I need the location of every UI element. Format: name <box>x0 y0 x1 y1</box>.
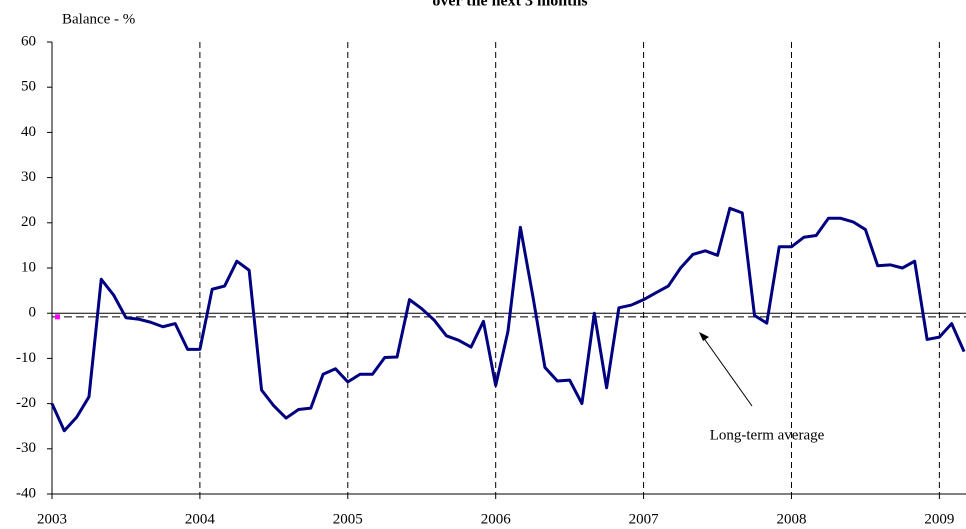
x-tick-label: 2009 <box>924 511 954 527</box>
data-line <box>50 206 966 433</box>
x-tick-label: 2005 <box>333 511 363 527</box>
annotation: Long-term average <box>710 427 825 443</box>
arrow-head <box>699 332 709 341</box>
y-tick-label: 60 <box>21 33 36 49</box>
y-tick-label: 50 <box>21 79 36 95</box>
x-tick-label: 2003 <box>37 511 67 527</box>
y-tick-label: -10 <box>16 350 36 366</box>
y-tick-label: -20 <box>16 395 36 411</box>
y-axis-label: Balance - % <box>62 11 135 27</box>
y-tick-label: -30 <box>16 440 36 456</box>
y-tick-label: 30 <box>21 169 36 185</box>
x-tick-label: 2006 <box>481 511 512 527</box>
annotation-arrow <box>702 336 753 407</box>
x-tick-label: 2007 <box>629 511 660 527</box>
y-tick-label: 0 <box>29 305 37 321</box>
y-tick-label: -40 <box>16 485 36 501</box>
y-tick-label: 20 <box>21 214 36 230</box>
y-tick-label: 40 <box>21 124 36 140</box>
x-tick-label: 2008 <box>776 511 806 527</box>
y-tick-label: 10 <box>21 259 36 275</box>
x-tick-label: 2004 <box>185 511 216 527</box>
chart-title: over the next 3 months <box>432 0 587 10</box>
average-marker <box>55 314 60 320</box>
